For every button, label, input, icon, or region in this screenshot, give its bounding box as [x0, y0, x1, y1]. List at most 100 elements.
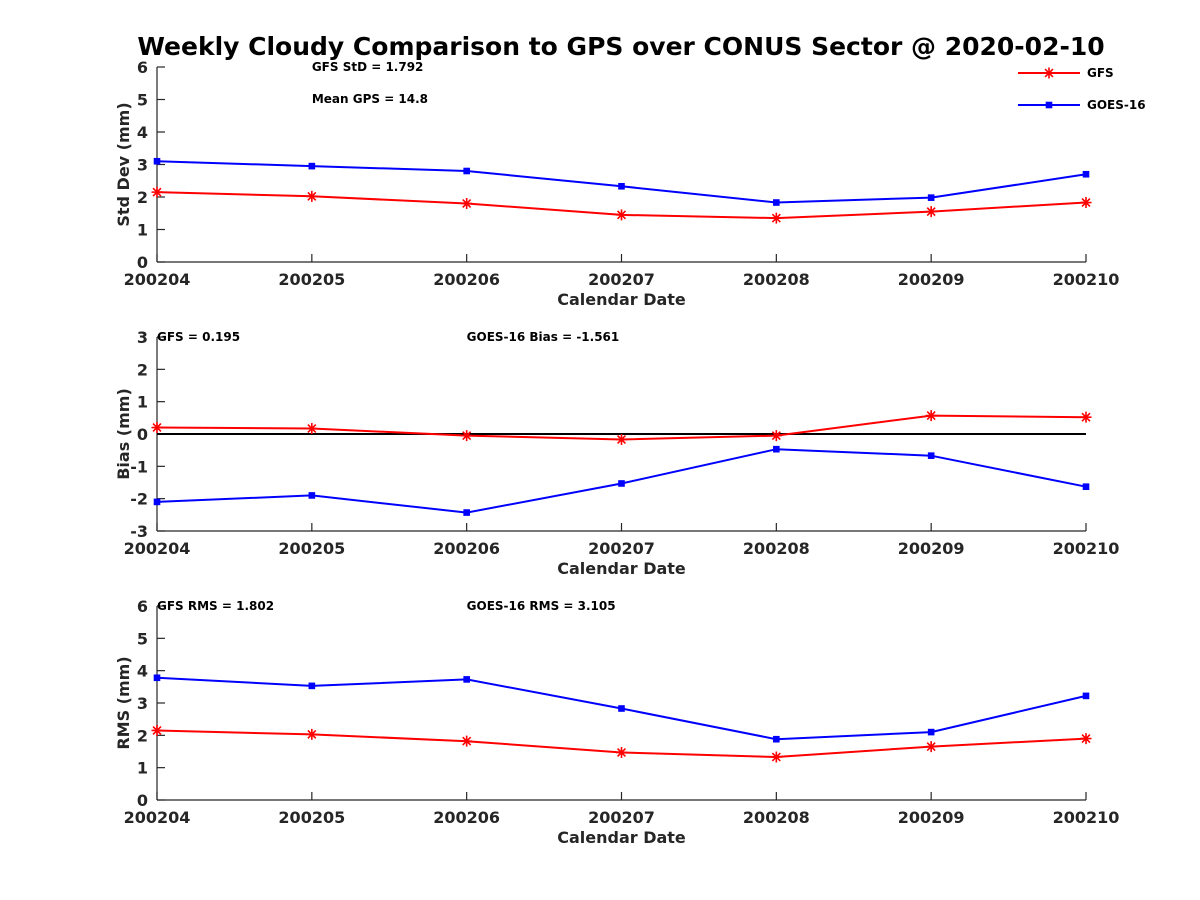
x-tick-label: 200204: [124, 808, 191, 827]
y-tick-label: -2: [130, 490, 148, 509]
x-tick-label: 200207: [588, 270, 655, 289]
data-point-goes-16: [308, 162, 316, 170]
legend-marker-goes-16: [1045, 101, 1053, 109]
data-point-goes-16: [308, 682, 316, 690]
data-point-goes-16: [1082, 170, 1090, 178]
data-point-gfs: [770, 212, 782, 224]
data-point-goes-16: [618, 705, 625, 712]
data-point-goes-16: [927, 728, 935, 736]
y-tick-label: 6: [137, 597, 148, 616]
legend-label-goes-16: GOES-16: [1087, 98, 1146, 112]
data-point-gfs: [925, 206, 937, 218]
y-tick-label: 4: [137, 123, 148, 142]
data-point-gfs: [616, 209, 627, 221]
data-point-gfs: [1080, 411, 1092, 423]
data-point-gfs: [770, 751, 782, 763]
data-point-gfs: [306, 190, 318, 202]
x-axis-label: Calendar Date: [557, 559, 686, 578]
panel-1: 0 1 2 3 4 5 6 200204 200205 200206 200207 200208 200…: [114, 58, 1119, 309]
annotation-text: GFS RMS = 1.802: [157, 599, 274, 613]
legend: GFS GOES-16: [1018, 66, 1146, 112]
annotation-text: GOES-16 RMS = 3.105: [467, 599, 616, 613]
y-tick-label: -3: [130, 522, 148, 541]
x-tick-label: 200210: [1053, 539, 1120, 558]
y-tick-label: 1: [137, 221, 148, 240]
legend-label-gfs: GFS: [1087, 66, 1114, 80]
data-point-goes-16: [463, 509, 470, 516]
y-axis-label: RMS (mm): [114, 656, 133, 749]
x-tick-label: 200209: [898, 539, 965, 558]
y-tick-label: 2: [137, 188, 148, 207]
x-tick-label: 200209: [898, 808, 965, 827]
data-point-goes-16: [1082, 692, 1090, 700]
data-point-goes-16: [927, 452, 935, 459]
data-point-goes-16: [463, 167, 470, 175]
y-tick-label: 5: [137, 91, 148, 110]
x-tick-label: 200208: [743, 808, 810, 827]
y-axis-label: Bias (mm): [114, 388, 133, 480]
data-point-goes-16: [308, 492, 316, 499]
data-point-gfs: [151, 422, 163, 434]
annotation-text: Mean GPS = 14.8: [312, 92, 428, 106]
x-tick-label: 200210: [1053, 808, 1120, 827]
x-tick-label: 200210: [1053, 270, 1120, 289]
x-tick-label: 200205: [278, 808, 345, 827]
data-point-gfs: [306, 423, 318, 435]
data-point-goes-16: [773, 735, 780, 743]
legend-marker-gfs: [1043, 67, 1055, 79]
x-tick-label: 200208: [743, 539, 810, 558]
panel-3: 0 1 2 3 4 5 6 200204 200205 200206 200207 200208 200…: [114, 597, 1119, 847]
data-point-gfs: [770, 430, 782, 442]
x-tick-label: 200204: [124, 270, 191, 289]
data-point-gfs: [461, 430, 473, 442]
y-tick-label: 2: [137, 360, 148, 379]
data-point-gfs: [1080, 733, 1092, 745]
x-tick-label: 200206: [433, 539, 500, 558]
annotation-text: GOES-16 Bias = -1.561: [467, 330, 620, 344]
x-tick-label: 200206: [433, 808, 500, 827]
data-point-gfs: [616, 746, 627, 758]
y-tick-label: 2: [137, 726, 148, 745]
x-tick-label: 200209: [898, 270, 965, 289]
y-tick-label: -1: [130, 457, 148, 476]
data-point-gfs: [925, 741, 937, 753]
x-tick-label: 200207: [588, 808, 655, 827]
y-tick-label: 1: [137, 759, 148, 778]
data-point-gfs: [461, 735, 473, 747]
x-axis-label: Calendar Date: [557, 290, 686, 309]
data-point-goes-16: [927, 194, 935, 201]
data-point-goes-16: [618, 480, 625, 487]
x-tick-label: 200207: [588, 539, 655, 558]
data-point-gfs: [461, 198, 473, 209]
data-point-goes-16: [153, 674, 161, 682]
data-point-goes-16: [618, 182, 625, 190]
data-point-gfs: [306, 728, 318, 740]
annotation-text: GFS StD = 1.792: [312, 60, 424, 74]
annotation-text: GFS = 0.195: [157, 330, 240, 344]
data-point-gfs: [151, 724, 163, 736]
y-tick-label: 0: [137, 791, 148, 810]
x-axis-label: Calendar Date: [557, 828, 686, 847]
x-tick-label: 200208: [743, 270, 810, 289]
x-tick-label: 200205: [278, 270, 345, 289]
figure-title: Weekly Cloudy Comparison to GPS over CON…: [137, 32, 1104, 61]
y-tick-label: 1: [137, 393, 148, 412]
data-point-goes-16: [773, 199, 780, 206]
data-point-goes-16: [1082, 483, 1090, 491]
panel-2: -3 -2 -1 0 1 2 3 200204 200205 200206 200207 200208…: [114, 328, 1119, 578]
data-point-goes-16: [463, 676, 470, 683]
y-tick-label: 6: [137, 58, 148, 77]
data-point-goes-16: [773, 445, 780, 453]
y-axis-label: Std Dev (mm): [114, 102, 133, 226]
data-point-goes-16: [153, 157, 161, 165]
y-tick-label: 3: [137, 156, 148, 175]
data-point-goes-16: [153, 498, 161, 506]
x-tick-label: 200204: [124, 539, 191, 558]
y-tick-label: 0: [137, 425, 148, 444]
y-tick-label: 0: [137, 253, 148, 272]
y-tick-label: 3: [137, 328, 148, 347]
x-tick-label: 200206: [433, 270, 500, 289]
